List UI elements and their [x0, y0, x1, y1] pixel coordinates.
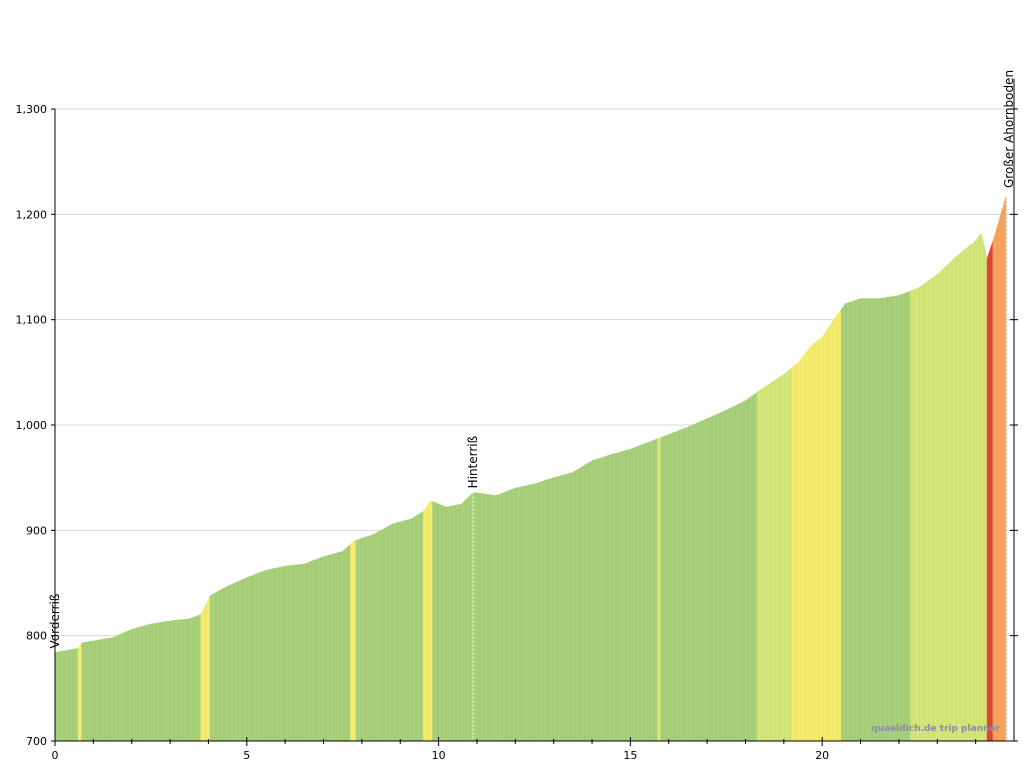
y-tick-label: 700	[26, 735, 47, 748]
x-tick-label: 15	[623, 749, 637, 762]
profile-area-segment	[77, 642, 83, 742]
gradient-band-yellow-green	[756, 367, 792, 742]
gradient-band-green	[54, 647, 79, 742]
x-tick-label: 0	[52, 749, 59, 762]
y-tick-label: 1,100	[16, 314, 48, 327]
waypoint: Hinterriß	[466, 435, 480, 741]
profile-area-segment	[841, 290, 911, 742]
gradient-band-green	[841, 290, 911, 742]
gradient-band-green	[210, 543, 351, 742]
gradient-band-yellow-green	[910, 232, 988, 742]
axes: 700 800 900 1,000 1,100 1,200 1,300 0 5 10 15 20	[16, 79, 1018, 762]
watermark: quaeldich.de trip planner	[871, 724, 1000, 734]
x-tick-label: 5	[243, 749, 250, 762]
waypoint: Großer Ahornboden	[1002, 70, 1016, 741]
y-tick-label: 800	[26, 630, 47, 643]
y-tick-label: 1,200	[16, 208, 48, 221]
profile-area-segment	[660, 391, 758, 742]
gradient-band-yellow	[422, 500, 434, 742]
gradient-band-yellow	[350, 539, 357, 742]
gradient-band-red	[986, 241, 994, 742]
gradient-bands	[54, 195, 1007, 742]
waypoint-label: Großer Ahornboden	[1002, 70, 1016, 188]
profile-area-segment	[992, 195, 1007, 742]
gradient-band-green	[660, 391, 758, 742]
gradient-band-yellow	[791, 308, 842, 742]
profile-area-segment	[355, 510, 424, 742]
profile-area-segment	[791, 308, 842, 742]
profile-area-segment	[432, 438, 658, 742]
gradient-band-green	[432, 438, 658, 742]
gradient-band-yellow-green	[656, 436, 662, 742]
profile-area-segment	[656, 436, 662, 742]
y-tick-label: 1,000	[16, 419, 48, 432]
gradient-band-yellow	[77, 642, 83, 742]
profile-area-segment	[210, 543, 351, 742]
y-tick-label: 1,300	[16, 103, 48, 116]
gradient-band-green	[355, 510, 424, 742]
gradient-band-green	[81, 614, 202, 742]
y-tick-label: 900	[26, 524, 47, 537]
profile-area-segment	[756, 367, 792, 742]
waypoint-label: Hinterriß	[466, 435, 480, 488]
x-tick-label: 10	[432, 749, 446, 762]
gradient-band-orange	[992, 195, 1007, 742]
profile-area-segment	[910, 232, 988, 742]
gradient-band-yellow	[200, 595, 211, 742]
profile-area-segment	[54, 647, 79, 742]
profile-area-segment	[81, 614, 202, 742]
x-tick-label: 20	[815, 749, 829, 762]
